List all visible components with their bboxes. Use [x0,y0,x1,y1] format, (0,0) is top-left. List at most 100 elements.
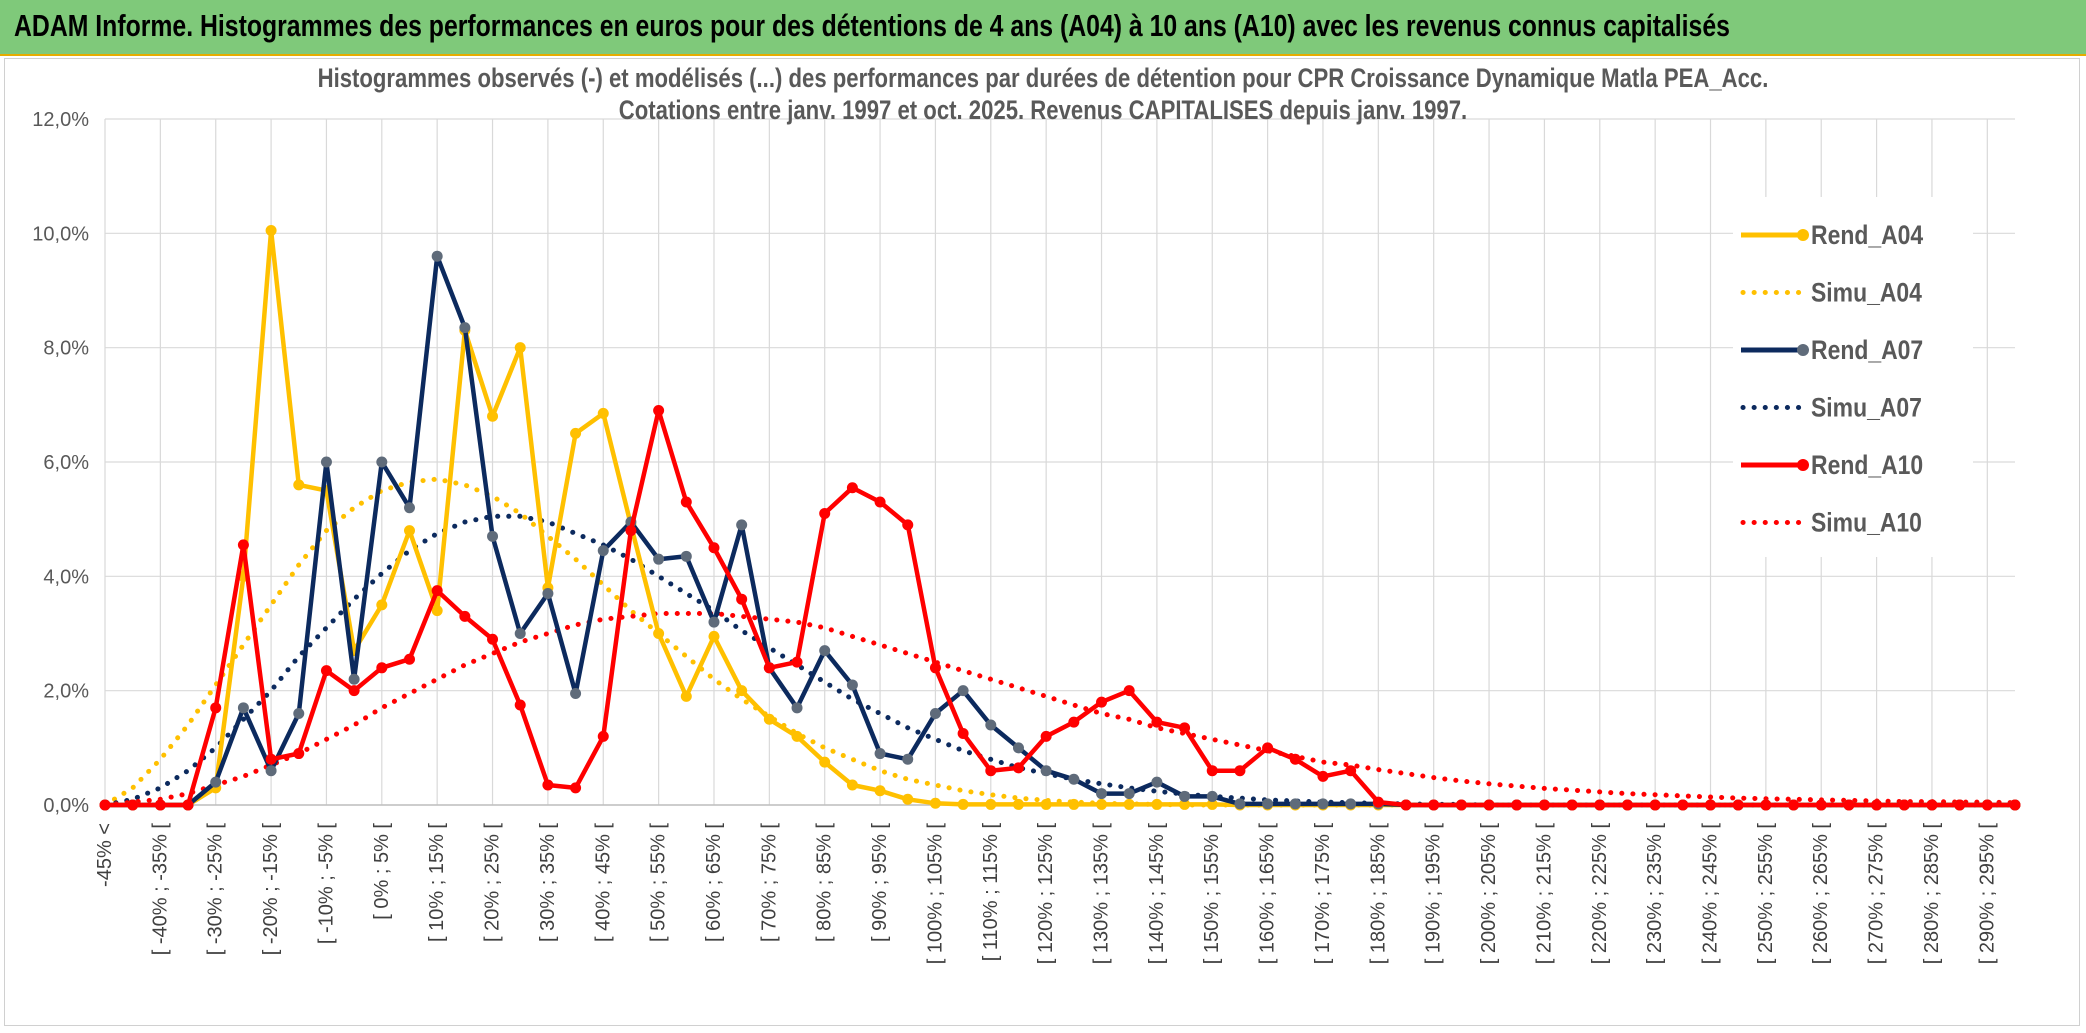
data-point-Rend_A10 [1926,799,1938,811]
page-title: ADAM Informe. Histogrammes des performan… [14,8,1730,43]
x-tick-label: [ 60% ; 65% [ [703,823,725,942]
data-point-Rend_A04 [403,525,415,537]
data-point-Rend_A04 [874,785,886,797]
data-point-Rend_A04 [1096,798,1108,810]
data-point-Rend_A10 [763,662,775,674]
data-point-Rend_A10 [1732,799,1744,811]
x-tick-label: [ 220% ; 225% [ [1589,823,1611,965]
x-tick-label: [ 50% ; 55% [ [648,823,670,942]
data-point-Rend_A04 [680,690,692,702]
x-tick-label: [ 240% ; 245% [ [1700,823,1722,965]
data-point-Rend_A10 [1372,796,1384,808]
data-point-Rend_A07 [1234,798,1246,810]
data-point-Rend_A10 [487,633,499,645]
data-point-Rend_A04 [597,407,609,419]
x-tick-label: -45% < [94,823,116,887]
data-point-Rend_A07 [487,530,499,542]
data-point-Rend_A10 [736,593,748,605]
chart-title: Histogrammes observés (-) et modélisés (… [318,64,1769,126]
data-point-Rend_A10 [431,585,443,597]
x-tick-label: [ 70% ; 75% [ [758,823,780,942]
data-point-Rend_A10 [929,662,941,674]
y-tick-label: 2,0% [43,681,89,703]
data-point-Rend_A10 [210,702,222,714]
x-tick-label: [ 130% ; 135% [ [1091,823,1113,965]
x-tick-label: [ -30% ; -25% [ [205,823,227,956]
data-point-Rend_A10 [1400,799,1412,811]
data-point-Rend_A10 [708,542,720,554]
data-point-Rend_A04 [902,793,914,805]
data-point-Rend_A10 [1455,799,1467,811]
x-tick-label: [ 210% ; 215% [ [1533,823,1555,965]
data-point-Rend_A07 [1151,776,1163,788]
data-point-Rend_A10 [127,799,139,811]
x-tick-label: [ 170% ; 175% [ [1312,823,1334,965]
x-tick-label: [ 180% ; 185% [ [1367,823,1389,965]
series-Simu_A07 [102,513,2018,808]
data-point-Rend_A10 [376,662,388,674]
data-point-Rend_A10 [1068,716,1080,728]
data-point-Rend_A10 [846,482,858,494]
data-point-Rend_A10 [1649,799,1661,811]
data-point-Rend_A07 [736,519,748,531]
data-point-Rend_A07 [680,550,692,562]
x-tick-label: [ 110% ; 115% [ [980,823,1002,962]
data-point-Rend_A07 [1345,798,1357,810]
data-point-Rend_A10 [597,730,609,742]
data-point-Rend_A04 [653,628,665,639]
data-point-Rend_A04 [957,798,969,810]
header-banner: ADAM Informe. Histogrammes des performan… [0,0,2086,56]
data-point-Rend_A04 [819,756,831,768]
data-point-Rend_A10 [154,799,166,811]
legend-item-Simu_A10: Simu_A10 [1740,508,1922,538]
data-point-Rend_A04 [708,630,720,642]
data-point-Rend_A07 [1179,790,1191,802]
data-point-Rend_A04 [1123,798,1135,810]
data-point-Rend_A07 [293,708,305,720]
data-point-Rend_A04 [736,685,748,697]
data-point-Rend_A04 [846,779,858,791]
series-Rend_A04 [99,224,2021,811]
x-tick-label: [ 120% ; 125% [ [1035,823,1057,965]
histogram-chart: 0,0% 2,0% 4,0% 6,0% 8,0% 10,0% 12,0% -45% < [ -4… [32,64,2021,965]
legend-item-Simu_A07: Simu_A07 [1740,393,1922,423]
legend-label: Simu_A10 [1811,508,1922,538]
data-point-Rend_A10 [348,685,360,697]
data-point-Rend_A10 [957,728,969,740]
legend-background [1733,197,1973,557]
data-point-Rend_A07 [985,719,997,731]
data-point-Rend_A10 [1538,799,1550,811]
data-point-Rend_A10 [1234,765,1246,777]
data-point-Rend_A07 [376,456,388,468]
data-point-Rend_A10 [265,753,277,765]
data-point-Rend_A07 [1206,790,1218,802]
data-point-Rend_A10 [570,782,582,794]
x-tick-label: [ 230% ; 235% [ [1644,823,1666,965]
data-point-Rend_A10 [874,496,886,508]
data-series [99,224,2021,811]
data-point-Rend_A07 [237,702,249,714]
data-point-Rend_A07 [1068,773,1080,785]
data-point-Rend_A10 [1760,799,1772,811]
data-point-Rend_A10 [320,665,332,677]
data-point-Rend_A10 [1954,799,1966,811]
x-tick-label: [ 160% ; 165% [ [1257,823,1279,965]
data-point-Rend_A10 [182,799,194,811]
legend-label: Simu_A04 [1811,278,1922,308]
data-point-Rend_A10 [1317,770,1329,782]
x-tick-label: [ 190% ; 195% [ [1423,823,1445,965]
legend-label: Rend_A07 [1811,335,1923,365]
legend: Rend_A04 Simu_A04 Rend_A07 Simu_A07 Rend_A10… [1733,197,1973,557]
x-tick-label: [ 280% ; 285% [ [1921,823,1943,965]
y-tick-label: 12,0% [32,109,89,131]
x-tick-label: [ 10% ; 15% [ [426,823,448,942]
data-point-Rend_A04 [929,797,941,809]
data-point-Rend_A04 [487,410,499,422]
legend-item-Rend_A07: Rend_A07 [1741,335,1923,365]
data-point-Rend_A07 [819,645,831,657]
data-point-Rend_A07 [403,502,415,514]
data-point-Rend_A10 [1898,799,1910,811]
series-Rend_A07 [99,250,2021,811]
x-tick-label: [ -10% ; -5% [ [315,823,337,945]
chart-title-line-2: Cotations entre janv. 1997 et oct. 2025.… [619,96,1467,126]
